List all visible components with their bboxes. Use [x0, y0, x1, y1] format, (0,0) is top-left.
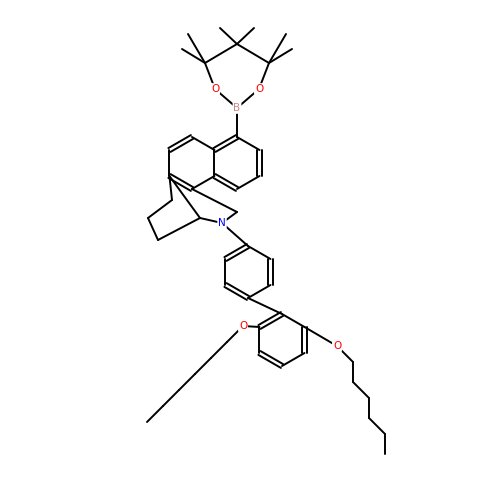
Text: N: N — [218, 218, 226, 228]
Text: O: O — [239, 321, 247, 331]
Text: O: O — [211, 84, 219, 94]
Text: O: O — [255, 84, 263, 94]
Text: O: O — [333, 341, 341, 351]
Text: B: B — [234, 103, 240, 113]
